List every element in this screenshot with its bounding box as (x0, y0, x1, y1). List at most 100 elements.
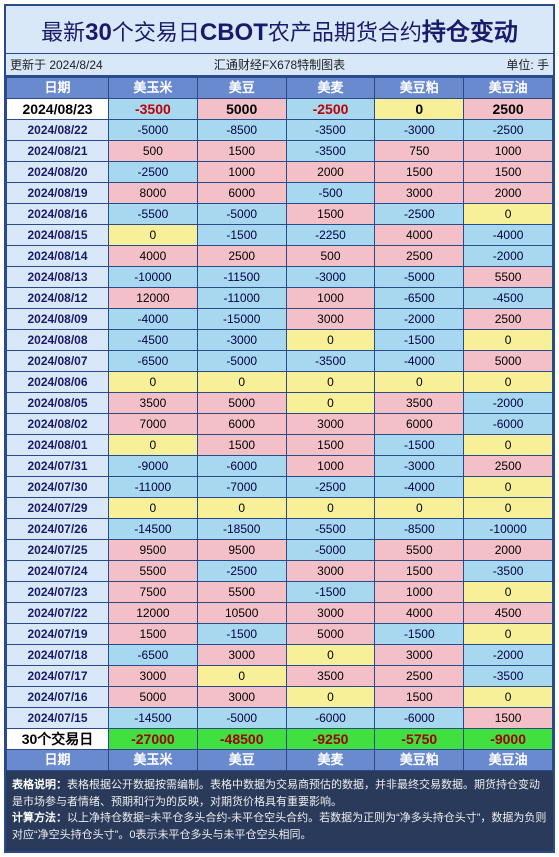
value-cell: 1500 (375, 162, 464, 183)
value-cell: -5000 (197, 708, 286, 729)
value-cell: 750 (375, 141, 464, 162)
value-cell: 3000 (286, 561, 375, 582)
value-cell: 3000 (375, 645, 464, 666)
value-cell: 2500 (464, 456, 553, 477)
value-cell: -10000 (464, 519, 553, 540)
value-cell: -7000 (197, 477, 286, 498)
value-cell: -3500 (286, 141, 375, 162)
value-cell: 0 (197, 372, 286, 393)
date-cell: 2024/08/05 (7, 393, 109, 414)
date-cell: 2024/08/13 (7, 267, 109, 288)
table-row: 2024/07/245500-250030001500-3500 (7, 561, 553, 582)
summary-cell: -48500 (197, 729, 286, 750)
value-cell: -4000 (375, 351, 464, 372)
table-row: 2024/08/08-4500-30000-15000 (7, 330, 553, 351)
value-cell: 0 (464, 435, 553, 456)
value-cell: 5000 (109, 687, 198, 708)
date-cell: 2024/08/20 (7, 162, 109, 183)
value-cell: -6000 (464, 414, 553, 435)
date-cell: 2024/07/29 (7, 498, 109, 519)
value-cell: 1000 (375, 582, 464, 603)
value-cell: 8000 (109, 183, 198, 204)
value-cell: 12000 (109, 603, 198, 624)
value-cell: -9000 (109, 456, 198, 477)
table-row: 2024/07/2900000 (7, 498, 553, 519)
date-cell: 2024/08/15 (7, 225, 109, 246)
value-cell: 0 (464, 687, 553, 708)
footer-column-header: 美玉米 (109, 750, 198, 771)
table-row: 2024/07/191500-15005000-15000 (7, 624, 553, 645)
value-cell: 4000 (375, 225, 464, 246)
table-row: 2024/08/053500500003500-2000 (7, 393, 553, 414)
value-cell: 0 (464, 330, 553, 351)
date-cell: 2024/08/16 (7, 204, 109, 225)
value-cell: -11000 (109, 477, 198, 498)
table-row: 2024/07/26-14500-18500-5500-8500-10000 (7, 519, 553, 540)
value-cell: -1500 (286, 582, 375, 603)
value-cell: -3000 (197, 330, 286, 351)
value-cell: 0 (375, 498, 464, 519)
summary-cell: -9000 (464, 729, 553, 750)
value-cell: 0 (109, 225, 198, 246)
value-cell: 5000 (286, 624, 375, 645)
value-cell: -2000 (464, 645, 553, 666)
table-row: 2024/07/15-14500-5000-6000-60001500 (7, 708, 553, 729)
date-cell: 2024/08/22 (7, 120, 109, 141)
value-cell: -2000 (464, 246, 553, 267)
summary-cell: -9250 (286, 729, 375, 750)
value-cell: -3500 (464, 666, 553, 687)
value-cell: 9500 (197, 540, 286, 561)
value-cell: -3500 (109, 99, 198, 120)
column-header: 日期 (7, 78, 109, 99)
table-row: 2024/08/1980006000-50030002000 (7, 183, 553, 204)
value-cell: -5500 (109, 204, 198, 225)
value-cell: 7500 (109, 582, 198, 603)
value-cell: 500 (286, 246, 375, 267)
value-cell: -5000 (197, 204, 286, 225)
value-cell: 1500 (286, 435, 375, 456)
value-cell: -5000 (375, 267, 464, 288)
value-cell: -8500 (375, 519, 464, 540)
notes-label-1: 表格说明： (12, 779, 67, 791)
value-cell: 2000 (464, 183, 553, 204)
table-row: 2024/08/0600000 (7, 372, 553, 393)
summary-cell: -5750 (375, 729, 464, 750)
value-cell: 0 (464, 477, 553, 498)
data-table: 日期美玉米美豆美麦美豆粕美豆油 2024/08/23-35005000-2500… (6, 77, 553, 771)
value-cell: 3000 (286, 309, 375, 330)
date-cell: 2024/07/26 (7, 519, 109, 540)
summary-row: 30个交易日-27000-48500-9250-5750-9000 (7, 729, 553, 750)
date-cell: 2024/08/12 (7, 288, 109, 309)
value-cell: 0 (375, 99, 464, 120)
value-cell: -4000 (109, 309, 198, 330)
value-cell: 0 (286, 372, 375, 393)
notes-label-2: 计算方法： (12, 812, 67, 824)
table-header: 日期美玉米美豆美麦美豆粕美豆油 (7, 78, 553, 99)
value-cell: 0 (197, 666, 286, 687)
value-cell: 5000 (197, 393, 286, 414)
value-cell: -1500 (375, 624, 464, 645)
value-cell: 3000 (286, 414, 375, 435)
value-cell: 0 (286, 393, 375, 414)
value-cell: 1500 (197, 141, 286, 162)
footer-column-header: 美豆油 (464, 750, 553, 771)
report-container: 最新30个交易日CBOT农产品期货合约持仓变动 更新于 2024/8/24 汇通… (4, 4, 555, 853)
value-cell: 500 (109, 141, 198, 162)
table-row: 2024/08/150-1500-22504000-4000 (7, 225, 553, 246)
value-cell: -500 (286, 183, 375, 204)
value-cell: -6500 (375, 288, 464, 309)
notes-text-2: 以上净持仓数据=未平仓多头合约-未平仓空头合约。若数据为正则为“净多头持仓头寸”… (12, 812, 546, 841)
value-cell: -6000 (375, 708, 464, 729)
value-cell: 3500 (375, 393, 464, 414)
title-mid: 个交易日 (112, 20, 200, 45)
value-cell: 3000 (286, 603, 375, 624)
value-cell: -15000 (197, 309, 286, 330)
table-row: 2024/08/215001500-35007501000 (7, 141, 553, 162)
value-cell: -8500 (197, 120, 286, 141)
table-row: 2024/08/20-25001000200015001500 (7, 162, 553, 183)
value-cell: 5000 (464, 351, 553, 372)
date-cell: 2024/07/24 (7, 561, 109, 582)
value-cell: 0 (286, 330, 375, 351)
date-cell: 2024/07/25 (7, 540, 109, 561)
table-row: 2024/07/173000035002500-3500 (7, 666, 553, 687)
